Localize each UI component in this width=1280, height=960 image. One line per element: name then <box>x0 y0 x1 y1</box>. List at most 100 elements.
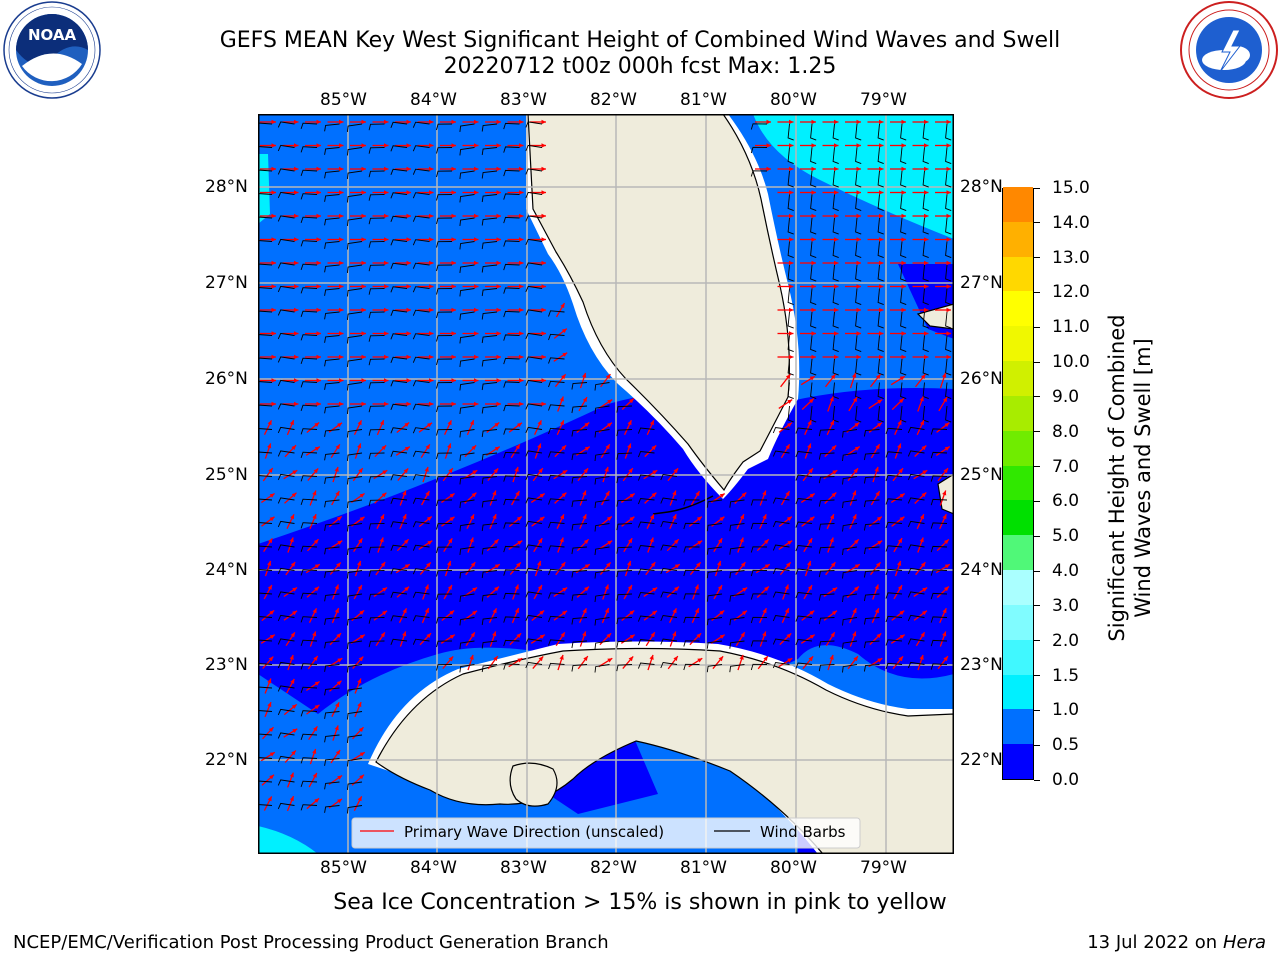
wave-arrow-head <box>829 654 834 660</box>
wave-arrow-head <box>268 727 274 732</box>
wave-arrow-head <box>829 537 834 543</box>
wind-barb <box>832 382 839 400</box>
wave-arrow-head <box>672 631 677 637</box>
wind-barb <box>412 262 430 269</box>
wave-arrow-head <box>271 166 276 172</box>
wave-arrow-head <box>361 260 366 266</box>
wind-barb <box>594 664 610 673</box>
wind-barb <box>503 592 520 600</box>
wave-arrow-head <box>673 656 678 661</box>
wave-arrow-head <box>294 119 299 125</box>
wave-arrow-head <box>582 514 587 520</box>
wind-barb <box>810 217 817 235</box>
wave-arrow-head <box>474 190 479 195</box>
wind-barb <box>660 474 678 481</box>
wind-barb <box>922 241 929 259</box>
wave-arrow-head <box>294 260 299 266</box>
wind-barb <box>436 664 453 671</box>
wind-barb <box>390 192 408 199</box>
wave-arrow-head <box>403 539 409 544</box>
wave-arrow-head <box>519 284 524 289</box>
wind-barb <box>810 288 817 306</box>
wave-arrow-head <box>402 514 407 520</box>
wave-arrow-head <box>834 284 839 289</box>
wind-barb <box>324 264 340 273</box>
wind-barb <box>346 781 363 791</box>
wave-arrow-head <box>429 401 434 407</box>
wave-arrow-head <box>359 774 364 780</box>
wave-arrow-head <box>924 190 929 195</box>
wave-arrow-head <box>337 540 343 545</box>
lat-label-left: 27°N <box>205 273 248 293</box>
colorbar-tick-mark <box>1034 675 1040 677</box>
wind-barb <box>324 781 340 790</box>
wave-arrow-head <box>584 446 590 451</box>
colorbar-tick-label: 9.0 <box>1052 386 1080 407</box>
wave-arrow-head <box>361 143 366 148</box>
wave-arrow-head <box>496 237 501 242</box>
wave-arrow-head <box>830 562 836 568</box>
colorbar-cell <box>1003 186 1033 222</box>
wind-barb <box>324 476 340 484</box>
wind-barb <box>346 523 363 532</box>
wind-barb <box>258 334 273 336</box>
wave-arrow-head <box>766 166 771 172</box>
wave-arrow-head <box>946 119 951 125</box>
wind-barb <box>258 663 273 665</box>
colorbar-cell <box>1003 395 1033 431</box>
wave-arrow-head <box>474 401 479 407</box>
wave-arrow-head <box>901 190 906 195</box>
wave-arrow-head <box>357 678 362 684</box>
wave-arrow-head <box>314 446 320 451</box>
wave-arrow-head <box>919 654 924 660</box>
wave-arrow-head <box>832 610 837 616</box>
wind-barb <box>368 241 385 248</box>
wind-barb <box>548 380 565 388</box>
wave-arrow-head <box>897 560 902 566</box>
wind-barb <box>660 638 678 645</box>
wind-barb <box>412 638 430 645</box>
wind-barb <box>258 498 273 501</box>
wave-arrow-head <box>834 331 839 336</box>
wave-arrow-head <box>406 190 411 195</box>
wave-arrow-head <box>470 562 476 567</box>
wind-barb <box>459 217 475 226</box>
wind-barb <box>277 379 295 387</box>
wind-barb <box>616 499 633 507</box>
wave-arrow-head <box>831 374 836 380</box>
colorbar-tick-mark <box>1034 326 1040 328</box>
wave-arrow-head <box>474 260 479 266</box>
wave-arrow-head <box>380 632 385 638</box>
wind-barb <box>594 452 610 462</box>
wind-barb <box>300 804 318 811</box>
wind-barb <box>683 546 700 553</box>
wave-arrow-head <box>519 378 524 383</box>
wave-arrow-head <box>762 514 767 520</box>
wave-arrow-head <box>901 237 906 242</box>
colorbar-tick-mark <box>1034 605 1040 607</box>
wind-barb <box>818 429 835 437</box>
wave-arrow-head <box>451 331 456 336</box>
wave-arrow-head <box>492 490 497 496</box>
wind-barb <box>945 335 952 353</box>
wave-arrow-head <box>427 540 433 545</box>
wave-arrow-head <box>402 608 407 614</box>
wave-arrow-head <box>811 143 816 148</box>
wind-barb <box>390 521 408 528</box>
wave-arrow-head <box>316 354 321 360</box>
wind-barb <box>885 427 903 435</box>
wind-barb <box>772 615 790 622</box>
wave-arrow-head <box>539 516 545 522</box>
wind-barb <box>900 123 907 141</box>
wind-barb <box>922 147 929 165</box>
wind-barb <box>481 640 498 649</box>
wind-barb <box>750 640 768 647</box>
wave-arrow-head <box>336 562 341 568</box>
wave-arrow-head <box>809 516 815 522</box>
wind-barb <box>750 616 768 624</box>
wave-arrow-head <box>762 490 767 496</box>
wind-barb <box>346 429 363 438</box>
wave-arrow-head <box>406 213 411 219</box>
wind-barb <box>346 664 363 673</box>
wave-arrow-head <box>514 584 519 590</box>
